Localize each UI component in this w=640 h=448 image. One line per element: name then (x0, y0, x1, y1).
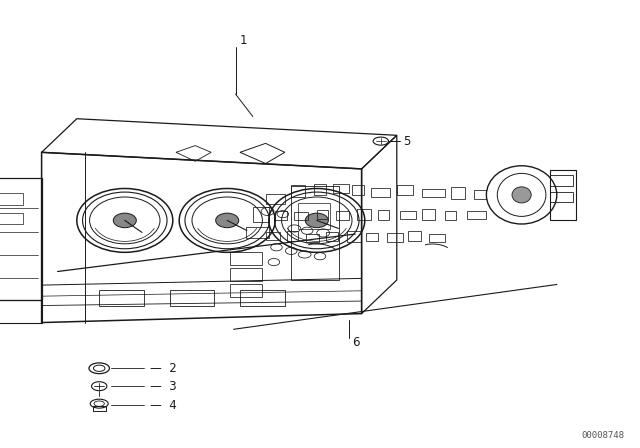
Bar (429, 234, 445, 242)
Bar (246, 227, 269, 238)
Bar (0, 213, 23, 224)
Bar (317, 210, 328, 219)
Bar (294, 212, 308, 220)
Bar (230, 268, 262, 281)
Bar (275, 211, 287, 220)
Bar (378, 210, 389, 220)
Ellipse shape (512, 187, 531, 203)
Bar (306, 234, 319, 242)
Text: —  4: — 4 (150, 399, 177, 412)
Bar (550, 192, 573, 202)
Bar (387, 233, 403, 242)
Bar (445, 211, 456, 220)
Bar (230, 252, 262, 265)
Bar (451, 187, 465, 199)
Bar (347, 231, 361, 242)
Bar (93, 406, 106, 411)
Bar (170, 290, 214, 306)
Bar (99, 290, 144, 306)
Bar (0, 194, 23, 205)
Text: —  2: — 2 (150, 362, 177, 375)
Bar (371, 188, 390, 197)
Text: 00008748: 00008748 (581, 431, 624, 440)
Bar (287, 231, 298, 241)
Bar (474, 190, 486, 199)
Bar (230, 284, 262, 297)
Bar (266, 232, 280, 240)
Bar (253, 207, 269, 222)
Bar (291, 186, 339, 280)
Bar (291, 185, 305, 197)
Bar (422, 189, 445, 197)
Bar (357, 209, 371, 220)
Bar (467, 211, 486, 219)
Text: 5: 5 (403, 134, 411, 148)
Bar (550, 170, 576, 220)
Bar (326, 232, 338, 241)
Bar (550, 175, 573, 186)
Bar (240, 290, 285, 306)
Ellipse shape (216, 213, 239, 228)
Bar (333, 184, 349, 193)
Text: 1: 1 (240, 34, 248, 47)
Bar (400, 211, 416, 219)
Bar (336, 211, 349, 220)
Bar (266, 194, 285, 204)
Ellipse shape (113, 213, 136, 228)
Bar (366, 233, 378, 241)
Bar (352, 185, 364, 195)
Text: 6: 6 (352, 336, 360, 349)
Bar (397, 185, 413, 195)
Text: —  3: — 3 (150, 379, 177, 393)
Bar (408, 231, 421, 241)
Bar (422, 209, 435, 220)
Bar (314, 184, 326, 195)
Bar (298, 203, 330, 229)
Ellipse shape (305, 213, 328, 228)
